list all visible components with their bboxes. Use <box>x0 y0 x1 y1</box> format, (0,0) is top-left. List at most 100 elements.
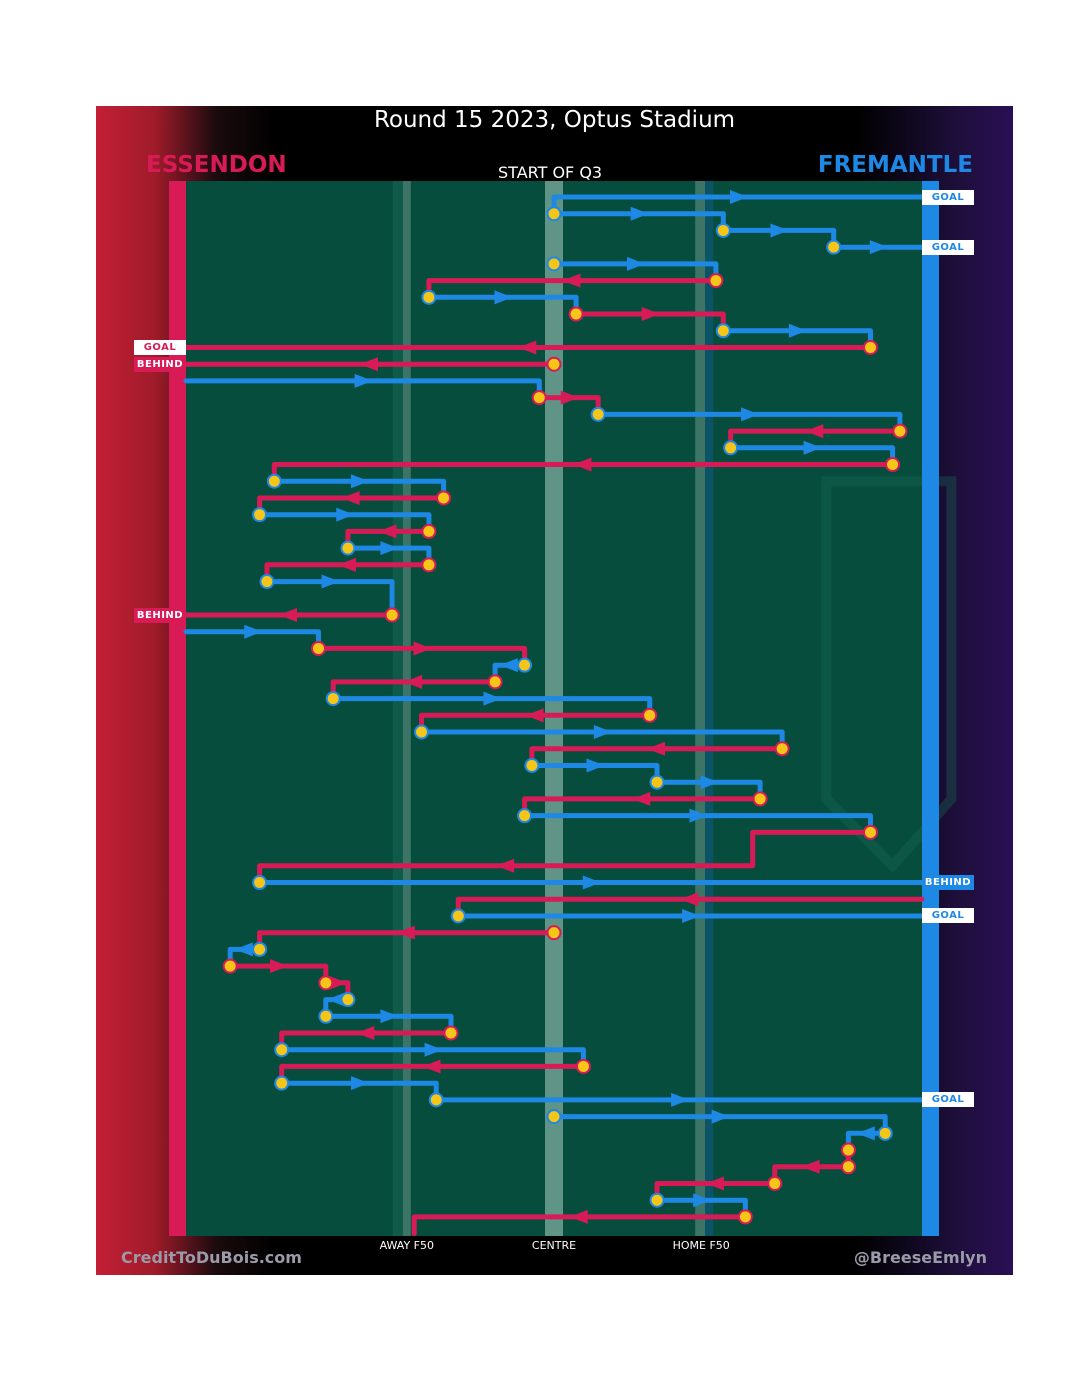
chain-46-arrow <box>326 992 345 1007</box>
chain-5-start-marker <box>546 256 562 272</box>
chain-17-arrow <box>573 457 592 472</box>
chain-29-arrow <box>404 674 423 689</box>
chain-16-arrow <box>803 440 822 455</box>
chain-42-arrow <box>396 925 415 940</box>
chain-23-start-marker <box>421 557 437 573</box>
chain-46-start-marker <box>340 992 356 1008</box>
x-tick-label-away-f50: AWAY F50 <box>379 1239 435 1252</box>
credit-right: @BreeseEmlyn <box>853 1248 987 1267</box>
chain-59-home <box>411 1214 748 1237</box>
chain-11-arrow <box>360 357 378 372</box>
chain-43-start-marker <box>252 941 268 957</box>
result-badge-behind: BEHIND <box>134 356 186 372</box>
chain-51-arrow <box>350 1076 369 1091</box>
away-f50-band <box>402 181 411 1236</box>
chain-21-arrow <box>378 524 397 539</box>
chain-52-start-marker <box>428 1092 444 1108</box>
chain-58-start-marker <box>649 1192 665 1208</box>
chain-53-start-marker <box>546 1109 562 1125</box>
x-tick-label-home-f50: HOME F50 <box>672 1239 730 1252</box>
result-badge-behind: BEHIND <box>134 607 186 623</box>
chain-48-arrow <box>356 1026 375 1040</box>
chain-49-arrow <box>424 1042 443 1057</box>
chain-10-start-marker <box>862 339 878 355</box>
chain-33-start-marker <box>774 741 790 757</box>
chain-16-start-marker <box>723 440 739 456</box>
home-f50-band-shade <box>705 181 714 1236</box>
chain-47-arrow <box>380 1009 399 1024</box>
chain-14-start-marker <box>590 406 606 422</box>
chain-24-start-marker <box>259 574 275 590</box>
chain-35-arrow <box>700 775 719 790</box>
chain-19-arrow <box>341 490 360 505</box>
chain-32-arrow <box>593 725 612 740</box>
chain-36-arrow <box>632 791 651 806</box>
chain-56-arrow <box>801 1159 820 1174</box>
chain-58-arrow <box>693 1193 712 1208</box>
chain-1-arrow <box>730 190 748 204</box>
chain-38-arrow <box>496 858 515 873</box>
chain-32-start-marker <box>414 724 430 740</box>
result-badge-goal: GOAL <box>922 908 974 924</box>
chain-30-arrow <box>483 691 502 706</box>
chain-39-arrow <box>582 875 601 890</box>
chain-37-arrow <box>689 808 708 823</box>
chain-33-arrow <box>647 741 666 756</box>
chain-48-start-marker <box>443 1025 459 1041</box>
chain-13-start-marker <box>531 390 547 406</box>
x-tick-label-centre: CENTRE <box>531 1239 577 1252</box>
chain-28-start-marker <box>517 657 533 673</box>
chain-47-start-marker <box>318 1008 334 1024</box>
chain-28-arrow <box>499 658 518 673</box>
chain-20-arrow <box>336 507 355 522</box>
chain-17-start-marker <box>885 457 901 473</box>
chain-6-start-marker <box>708 273 724 289</box>
chain-34-start-marker <box>524 757 540 773</box>
chain-24-away <box>264 579 395 618</box>
chain-7-arrow <box>494 290 513 305</box>
chain-23-arrow <box>337 557 356 572</box>
away-team-label: FREMANTLE <box>817 152 973 178</box>
chain-21-start-marker <box>421 523 437 539</box>
chain-42-start-marker <box>546 925 562 941</box>
chain-25-start-marker <box>384 607 400 623</box>
chain-45-arrow <box>328 975 347 990</box>
chain-18-start-marker <box>266 473 282 489</box>
chain-8-start-marker <box>568 306 584 322</box>
chain-18-arrow <box>350 474 369 489</box>
away-f50-band-shade <box>392 181 403 1236</box>
chain-53-arrow <box>711 1109 730 1124</box>
chain-4-start-marker <box>826 239 842 255</box>
chain-30-start-marker <box>325 691 341 707</box>
chain-38-home <box>257 829 873 885</box>
chain-44-start-marker <box>222 958 238 974</box>
result-badge-behind: BEHIND <box>922 875 974 891</box>
chain-2-arrow <box>630 206 649 221</box>
chain-59-start-marker <box>737 1209 753 1225</box>
chain-43-arrow <box>234 942 253 957</box>
chain-22-start-marker <box>340 540 356 556</box>
chain-37-start-marker <box>517 808 533 824</box>
chain-56-start-marker <box>840 1159 856 1175</box>
result-badge-goal: GOAL <box>922 239 974 255</box>
chain-45-start-marker <box>318 975 334 991</box>
result-badge-goal: GOAL <box>922 1092 974 1108</box>
chain-34-arrow <box>586 758 605 773</box>
chain-27-start-marker <box>310 640 326 656</box>
chain-49-start-marker <box>274 1042 290 1058</box>
chain-54-arrow <box>856 1126 875 1141</box>
chain-12-arrow <box>354 373 373 388</box>
chain-8-arrow <box>641 307 660 322</box>
chain-39-start-marker <box>252 875 268 891</box>
chain-59-arrow <box>569 1209 588 1224</box>
chain-57-arrow <box>705 1176 724 1191</box>
chain-26-arrow <box>244 624 263 639</box>
chain-54-start-marker <box>877 1125 893 1141</box>
chain-3-arrow <box>770 223 789 238</box>
chain-38-start-marker <box>862 824 878 840</box>
chain-50-arrow <box>422 1059 441 1074</box>
chain-24-arrow <box>321 574 340 589</box>
chain-3-start-marker <box>715 222 731 238</box>
chain-2-start-marker <box>546 206 562 222</box>
chain-31-arrow <box>525 708 544 723</box>
